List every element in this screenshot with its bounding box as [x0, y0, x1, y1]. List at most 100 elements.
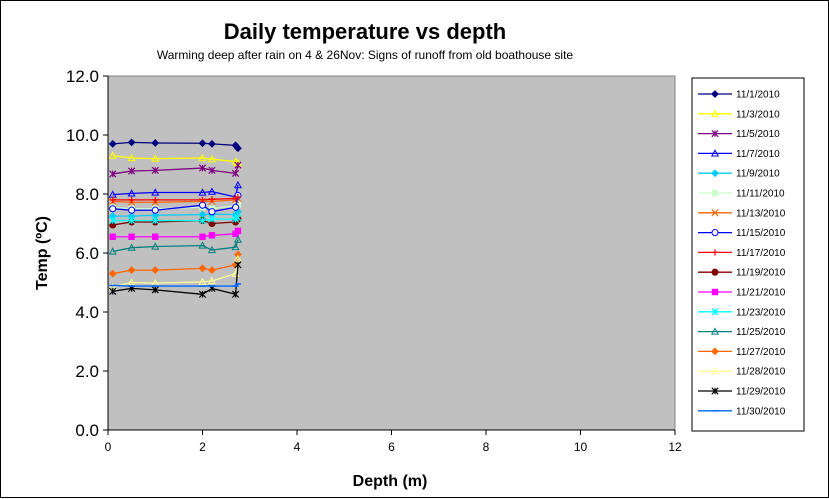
- legend-marker: [711, 209, 719, 217]
- data-point: [207, 154, 216, 163]
- series-9: [109, 193, 242, 204]
- y-tick-label: 0.0: [75, 421, 99, 440]
- y-tick-label: 6.0: [75, 244, 99, 263]
- data-point: [233, 235, 242, 243]
- x-tick-label: 12: [668, 440, 682, 454]
- data-point: [128, 196, 135, 204]
- data-point: [198, 241, 207, 249]
- legend-label: 11/1/2010: [736, 90, 780, 101]
- data-point: [208, 266, 216, 275]
- series-3: [109, 161, 242, 178]
- legend-marker: [711, 189, 719, 197]
- data-point: [108, 139, 117, 148]
- legend-item: 11/23/2010: [698, 307, 786, 318]
- series-17: [109, 283, 242, 287]
- y-axis-title: Temp (ºC): [34, 216, 51, 290]
- legend-item: 11/29/2010: [698, 387, 786, 398]
- data-point: [151, 216, 159, 225]
- series-14: [108, 250, 242, 278]
- data-point: [198, 139, 207, 148]
- data-point: [198, 290, 207, 298]
- y-tick-label: 2.0: [75, 362, 99, 381]
- data-point: [234, 144, 242, 153]
- legend-marker: [711, 347, 719, 356]
- data-point: [198, 188, 207, 196]
- data-point: [108, 151, 117, 159]
- legend-marker: [710, 366, 720, 375]
- data-point: [208, 208, 216, 216]
- legend-marker: [710, 109, 720, 117]
- legend-marker: [711, 90, 719, 98]
- legend-marker: [711, 229, 719, 237]
- legend-marker: [710, 149, 720, 157]
- data-point: [208, 196, 216, 203]
- legend-item: 11/11/2010: [698, 189, 785, 200]
- data-point: [127, 138, 136, 147]
- data-point: [208, 215, 216, 223]
- data-point: [128, 206, 136, 214]
- data-point: [234, 250, 242, 259]
- data-point: [152, 233, 159, 240]
- x-tick-label: 10: [574, 440, 588, 454]
- legend-marker: [710, 327, 720, 335]
- chart-title: Daily temperature vs depth: [224, 19, 506, 44]
- data-point: [207, 245, 216, 254]
- data-point: [152, 196, 159, 204]
- data-point: [128, 167, 136, 175]
- legend-label: 11/7/2010: [736, 149, 780, 160]
- legend-item: 11/28/2010: [698, 367, 786, 378]
- legend-marker: [711, 129, 719, 138]
- data-point: [151, 206, 159, 214]
- legend-marker: [711, 387, 719, 395]
- data-point: [151, 188, 160, 196]
- data-point: [127, 278, 136, 286]
- data-point: [198, 216, 207, 225]
- legend-label: 11/11/2010: [736, 189, 785, 200]
- data-point: [234, 161, 242, 169]
- legend-label: 11/3/2010: [736, 109, 780, 120]
- data-point: [109, 233, 116, 240]
- legend-label: 11/15/2010: [736, 228, 786, 239]
- data-point: [128, 233, 135, 240]
- x-tick-label: 2: [199, 440, 206, 454]
- legend-label: 11/25/2010: [736, 327, 786, 338]
- legend-item: 11/7/2010: [698, 149, 780, 160]
- axes-layer: 0.0 2.0 4.0 6.0 8.0 10.0 12.0 0 2 4 6 8 10 12: [66, 67, 682, 454]
- legend-label: 11/19/2010: [736, 268, 786, 279]
- legend-item: 11/19/2010: [698, 268, 786, 279]
- x-tick-label: 4: [294, 440, 301, 454]
- legend-box: [691, 77, 805, 432]
- legend-label: 11/27/2010: [736, 347, 786, 358]
- legend-label: 11/29/2010: [736, 387, 786, 398]
- data-point: [151, 139, 160, 147]
- data-point: [198, 164, 207, 172]
- series-line: [112, 258, 239, 288]
- legend-label: 11/9/2010: [736, 169, 780, 180]
- series-1: [108, 138, 242, 153]
- data-point: [128, 216, 136, 225]
- legend-item: 11/3/2010: [698, 109, 780, 120]
- data-point: [233, 254, 242, 262]
- data-point: [109, 216, 117, 225]
- data-point: [233, 180, 242, 189]
- legend-label: 11/30/2010: [736, 406, 786, 417]
- legend-label: 11/5/2010: [736, 129, 780, 140]
- series-12: [109, 213, 242, 225]
- data-point: [234, 193, 242, 201]
- data-point: [109, 170, 117, 178]
- legend-layer: 11/1/2010 11/3/2010 11/5/2010 11/7/2010 11/9…: [698, 90, 786, 417]
- legend-label: 11/23/2010: [736, 307, 786, 318]
- data-point: [208, 166, 216, 175]
- legend-marker: [711, 288, 719, 296]
- data-point: [231, 169, 240, 177]
- data-point: [198, 264, 207, 273]
- data-point: [199, 233, 206, 240]
- data-point: [151, 286, 159, 294]
- legend-marker: [711, 169, 719, 178]
- data-point: [207, 187, 216, 195]
- x-tick-label: 0: [105, 440, 112, 454]
- legend-marker: [711, 268, 719, 276]
- data-point: [208, 139, 216, 148]
